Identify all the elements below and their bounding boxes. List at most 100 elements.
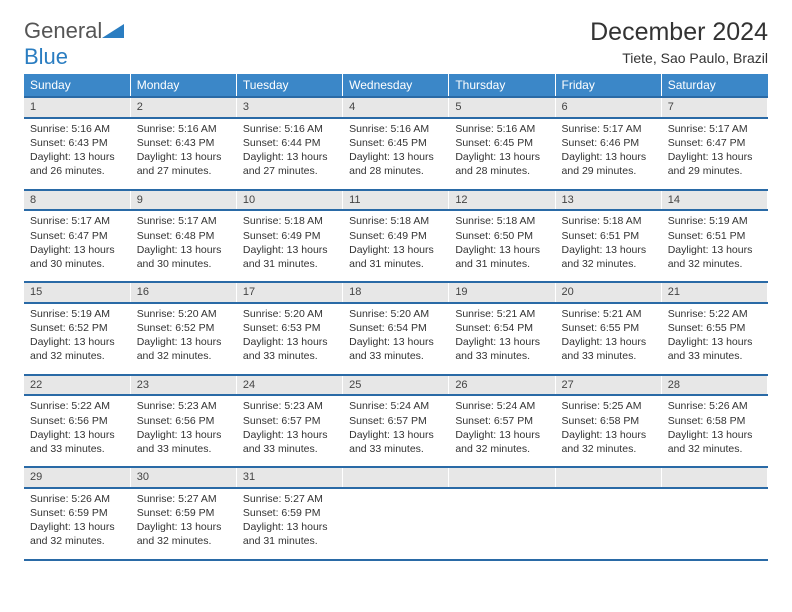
day-number-row: 22232425262728	[24, 375, 768, 396]
daylight-line: Daylight: 13 hours and 31 minutes.	[455, 243, 548, 271]
daylight-line: Daylight: 13 hours and 28 minutes.	[349, 150, 442, 178]
day-detail-cell: Sunrise: 5:17 AMSunset: 6:47 PMDaylight:…	[24, 210, 130, 282]
daylight-line: Daylight: 13 hours and 29 minutes.	[668, 150, 761, 178]
sunset-line: Sunset: 6:43 PM	[137, 136, 230, 150]
day-detail-cell: Sunrise: 5:22 AMSunset: 6:55 PMDaylight:…	[661, 303, 767, 375]
day-detail-cell: Sunrise: 5:17 AMSunset: 6:46 PMDaylight:…	[555, 118, 661, 190]
day-detail-cell: Sunrise: 5:21 AMSunset: 6:54 PMDaylight:…	[449, 303, 555, 375]
calendar-table: SundayMondayTuesdayWednesdayThursdayFrid…	[24, 74, 768, 561]
sunset-line: Sunset: 6:58 PM	[562, 414, 655, 428]
sunset-line: Sunset: 6:49 PM	[349, 229, 442, 243]
day-detail-row: Sunrise: 5:19 AMSunset: 6:52 PMDaylight:…	[24, 303, 768, 375]
logo: General Blue	[24, 18, 124, 70]
sunrise-line: Sunrise: 5:19 AM	[668, 214, 761, 228]
sunset-line: Sunset: 6:59 PM	[30, 506, 124, 520]
sunrise-line: Sunrise: 5:26 AM	[668, 399, 761, 413]
sunset-line: Sunset: 6:56 PM	[137, 414, 230, 428]
sunset-line: Sunset: 6:53 PM	[243, 321, 336, 335]
day-detail-cell: Sunrise: 5:18 AMSunset: 6:50 PMDaylight:…	[449, 210, 555, 282]
sunset-line: Sunset: 6:45 PM	[455, 136, 548, 150]
daylight-line: Daylight: 13 hours and 31 minutes.	[243, 520, 336, 548]
logo-triangle-icon	[102, 25, 124, 42]
day-detail-cell: Sunrise: 5:22 AMSunset: 6:56 PMDaylight:…	[24, 395, 130, 467]
sunset-line: Sunset: 6:57 PM	[349, 414, 442, 428]
day-number-cell: 28	[661, 375, 767, 396]
sunset-line: Sunset: 6:50 PM	[455, 229, 548, 243]
day-detail-cell: Sunrise: 5:24 AMSunset: 6:57 PMDaylight:…	[343, 395, 449, 467]
sunset-line: Sunset: 6:54 PM	[349, 321, 442, 335]
sunrise-line: Sunrise: 5:16 AM	[243, 122, 336, 136]
day-detail-cell: Sunrise: 5:23 AMSunset: 6:56 PMDaylight:…	[130, 395, 236, 467]
sunset-line: Sunset: 6:51 PM	[668, 229, 761, 243]
day-detail-cell: Sunrise: 5:20 AMSunset: 6:54 PMDaylight:…	[343, 303, 449, 375]
week-body: 293031 Sunrise: 5:26 AMSunset: 6:59 PMDa…	[24, 467, 768, 560]
day-detail-row: Sunrise: 5:26 AMSunset: 6:59 PMDaylight:…	[24, 488, 768, 560]
sunrise-line: Sunrise: 5:16 AM	[455, 122, 548, 136]
day-number-cell: 6	[555, 97, 661, 118]
location-label: Tiete, Sao Paulo, Brazil	[590, 50, 768, 66]
day-header: Friday	[555, 74, 661, 97]
sunrise-line: Sunrise: 5:17 AM	[137, 214, 230, 228]
day-number-cell: 27	[555, 375, 661, 396]
sunset-line: Sunset: 6:58 PM	[668, 414, 761, 428]
daylight-line: Daylight: 13 hours and 32 minutes.	[562, 428, 655, 456]
sunrise-line: Sunrise: 5:20 AM	[349, 307, 442, 321]
daylight-line: Daylight: 13 hours and 33 minutes.	[455, 335, 548, 363]
logo-word1: General	[24, 18, 102, 43]
daylight-line: Daylight: 13 hours and 32 minutes.	[137, 335, 230, 363]
sunset-line: Sunset: 6:55 PM	[668, 321, 761, 335]
day-number-cell: 22	[24, 375, 130, 396]
day-detail-cell: Sunrise: 5:21 AMSunset: 6:55 PMDaylight:…	[555, 303, 661, 375]
sunrise-line: Sunrise: 5:27 AM	[137, 492, 230, 506]
sunrise-line: Sunrise: 5:18 AM	[455, 214, 548, 228]
sunset-line: Sunset: 6:57 PM	[243, 414, 336, 428]
sunset-line: Sunset: 6:47 PM	[30, 229, 124, 243]
day-number-cell: 31	[236, 467, 342, 488]
daylight-line: Daylight: 13 hours and 31 minutes.	[243, 243, 336, 271]
daylight-line: Daylight: 13 hours and 33 minutes.	[349, 335, 442, 363]
day-detail-cell: Sunrise: 5:18 AMSunset: 6:49 PMDaylight:…	[343, 210, 449, 282]
day-detail-cell: Sunrise: 5:16 AMSunset: 6:43 PMDaylight:…	[130, 118, 236, 190]
daylight-line: Daylight: 13 hours and 33 minutes.	[349, 428, 442, 456]
sunrise-line: Sunrise: 5:23 AM	[243, 399, 336, 413]
day-number-cell: 14	[661, 190, 767, 211]
day-number-cell: 23	[130, 375, 236, 396]
sunrise-line: Sunrise: 5:25 AM	[562, 399, 655, 413]
day-number-cell: 5	[449, 97, 555, 118]
daylight-line: Daylight: 13 hours and 29 minutes.	[562, 150, 655, 178]
week-body: 1234567Sunrise: 5:16 AMSunset: 6:43 PMDa…	[24, 97, 768, 190]
daylight-line: Daylight: 13 hours and 32 minutes.	[668, 428, 761, 456]
sunset-line: Sunset: 6:56 PM	[30, 414, 124, 428]
sunrise-line: Sunrise: 5:27 AM	[243, 492, 336, 506]
day-number-cell	[555, 467, 661, 488]
day-number-cell: 10	[236, 190, 342, 211]
daylight-line: Daylight: 13 hours and 33 minutes.	[30, 428, 124, 456]
logo-word2: Blue	[24, 44, 68, 69]
day-number-cell	[661, 467, 767, 488]
day-number-cell: 7	[661, 97, 767, 118]
sunset-line: Sunset: 6:45 PM	[349, 136, 442, 150]
title-block: December 2024 Tiete, Sao Paulo, Brazil	[590, 18, 768, 74]
daylight-line: Daylight: 13 hours and 32 minutes.	[30, 520, 124, 548]
daylight-line: Daylight: 13 hours and 33 minutes.	[668, 335, 761, 363]
day-number-cell: 30	[130, 467, 236, 488]
page: General Blue December 2024 Tiete, Sao Pa…	[0, 0, 792, 561]
day-header: Monday	[130, 74, 236, 97]
sunset-line: Sunset: 6:48 PM	[137, 229, 230, 243]
day-number-cell: 17	[236, 282, 342, 303]
daylight-line: Daylight: 13 hours and 31 minutes.	[349, 243, 442, 271]
day-detail-cell: Sunrise: 5:17 AMSunset: 6:48 PMDaylight:…	[130, 210, 236, 282]
day-detail-row: Sunrise: 5:16 AMSunset: 6:43 PMDaylight:…	[24, 118, 768, 190]
daylight-line: Daylight: 13 hours and 27 minutes.	[137, 150, 230, 178]
week-body: 22232425262728Sunrise: 5:22 AMSunset: 6:…	[24, 375, 768, 468]
day-number-cell: 8	[24, 190, 130, 211]
sunrise-line: Sunrise: 5:21 AM	[562, 307, 655, 321]
day-header: Thursday	[449, 74, 555, 97]
sunset-line: Sunset: 6:43 PM	[30, 136, 124, 150]
sunrise-line: Sunrise: 5:18 AM	[243, 214, 336, 228]
daylight-line: Daylight: 13 hours and 33 minutes.	[562, 335, 655, 363]
day-number-cell: 21	[661, 282, 767, 303]
logo-text: General Blue	[24, 18, 124, 70]
sunset-line: Sunset: 6:44 PM	[243, 136, 336, 150]
day-number-cell: 1	[24, 97, 130, 118]
